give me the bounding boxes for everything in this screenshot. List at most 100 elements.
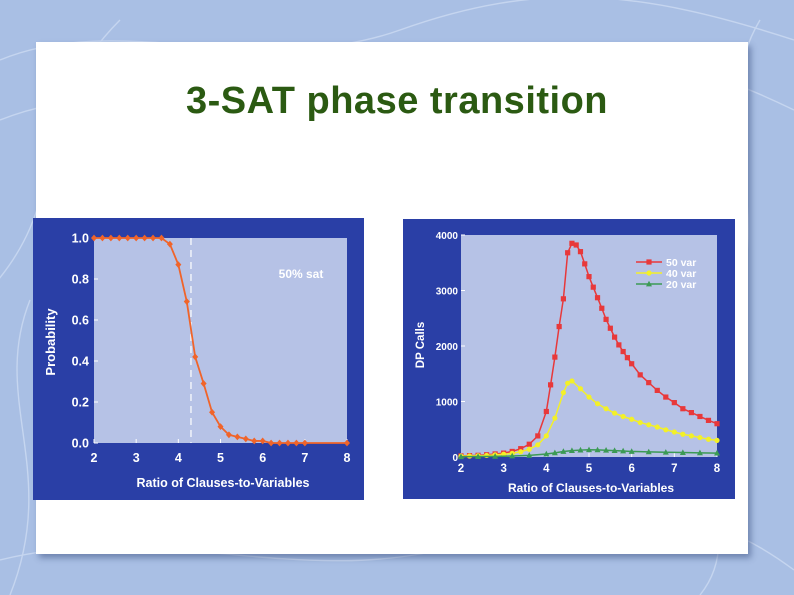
- data-point: [663, 427, 669, 433]
- data-point: [607, 325, 613, 331]
- y-tick-label: 0.4: [72, 355, 89, 369]
- y-axis-label: Probability: [43, 308, 58, 376]
- y-tick-label: 2000: [436, 342, 459, 353]
- y-tick-label: 3000: [436, 287, 459, 298]
- data-point: [552, 415, 558, 421]
- data-point: [569, 378, 575, 384]
- x-tick-label: 3: [500, 463, 506, 475]
- data-point: [284, 439, 291, 447]
- data-point: [645, 448, 652, 455]
- legend-label: 40 var: [666, 268, 696, 280]
- data-point: [590, 284, 596, 290]
- probability-chart: 50% sat 2 3 4 5 6 7 8 0.0 0.2 0.4 0.6 0.8 1.0 Ratio …: [33, 218, 364, 500]
- data-point: [646, 380, 652, 386]
- data-point: [646, 422, 652, 428]
- x-tick-label: 4: [175, 451, 182, 465]
- x-tick-label: 6: [628, 463, 634, 475]
- legend-label: 20 var: [666, 279, 696, 291]
- data-point: [679, 449, 686, 455]
- data-point: [259, 437, 266, 445]
- y-tick-label: 1000: [436, 398, 459, 409]
- legend-marker: [646, 259, 652, 265]
- data-point: [573, 242, 579, 248]
- data-point: [492, 453, 499, 459]
- data-point: [560, 390, 566, 396]
- data-point: [552, 354, 558, 360]
- data-point: [629, 416, 635, 422]
- data-point: [556, 323, 562, 330]
- data-point: [543, 450, 550, 457]
- data-point: [569, 240, 575, 246]
- data-point: [192, 353, 199, 361]
- data-point: [560, 448, 567, 454]
- data-point: [475, 453, 482, 459]
- data-point: [251, 437, 258, 445]
- y-tick-label: 0.6: [72, 314, 89, 328]
- data-point: [124, 234, 131, 242]
- data-point: [518, 446, 524, 452]
- data-point: [99, 234, 106, 242]
- data-point: [612, 410, 618, 416]
- x-tick-label: 2: [91, 451, 98, 465]
- data-point: [234, 433, 241, 441]
- data-point: [697, 413, 703, 420]
- data-point: [637, 419, 643, 426]
- data-point: [518, 449, 524, 455]
- data-point: [242, 435, 249, 443]
- data-point: [551, 449, 558, 456]
- data-point: [565, 250, 571, 256]
- x-tick-label: 3: [133, 451, 140, 465]
- data-point: [586, 446, 592, 453]
- data-point: [582, 261, 588, 267]
- data-point: [577, 249, 584, 255]
- y-axis-label: DP Calls: [415, 322, 427, 368]
- data-point: [158, 234, 165, 242]
- data-point: [577, 386, 584, 392]
- y-tick-label: 0.0: [72, 437, 89, 451]
- data-point: [565, 380, 571, 386]
- plot-area: [461, 235, 717, 457]
- data-point: [577, 446, 584, 453]
- data-point: [217, 423, 224, 430]
- x-tick-label: 7: [671, 463, 677, 475]
- data-point: [628, 448, 635, 454]
- data-point: [714, 421, 720, 427]
- x-axis-label: Ratio of Clauses-to-Variables: [137, 476, 310, 490]
- data-point: [107, 234, 114, 242]
- data-point: [599, 305, 605, 311]
- data-point: [594, 446, 601, 453]
- data-point: [543, 408, 549, 415]
- data-point: [594, 295, 601, 301]
- series-20-var: [458, 446, 720, 460]
- data-point: [175, 261, 182, 269]
- data-point: [620, 413, 626, 420]
- data-point: [697, 434, 703, 441]
- data-point: [276, 439, 283, 447]
- data-point: [620, 348, 626, 355]
- data-point: [560, 296, 566, 302]
- data-point: [548, 382, 554, 388]
- data-point: [680, 406, 686, 412]
- data-point: [535, 433, 541, 439]
- data-point: [603, 447, 610, 453]
- legend-label: 50 var: [666, 257, 696, 269]
- legend-marker: [646, 270, 652, 276]
- data-point: [568, 447, 575, 454]
- data-point: [586, 274, 592, 280]
- data-point: [603, 406, 609, 412]
- data-point: [696, 449, 703, 456]
- x-tick-label: 7: [301, 451, 308, 465]
- x-tick-label: 4: [543, 463, 550, 475]
- x-tick-label: 2: [458, 463, 464, 475]
- y-tick-label: 4000: [436, 231, 459, 242]
- plot-area: [94, 238, 347, 443]
- data-point: [150, 234, 157, 242]
- data-point: [714, 437, 720, 443]
- data-point: [629, 361, 635, 367]
- data-point: [616, 342, 622, 348]
- data-point: [141, 234, 148, 242]
- data-point: [637, 372, 643, 378]
- data-point: [91, 234, 97, 242]
- data-point: [535, 442, 541, 448]
